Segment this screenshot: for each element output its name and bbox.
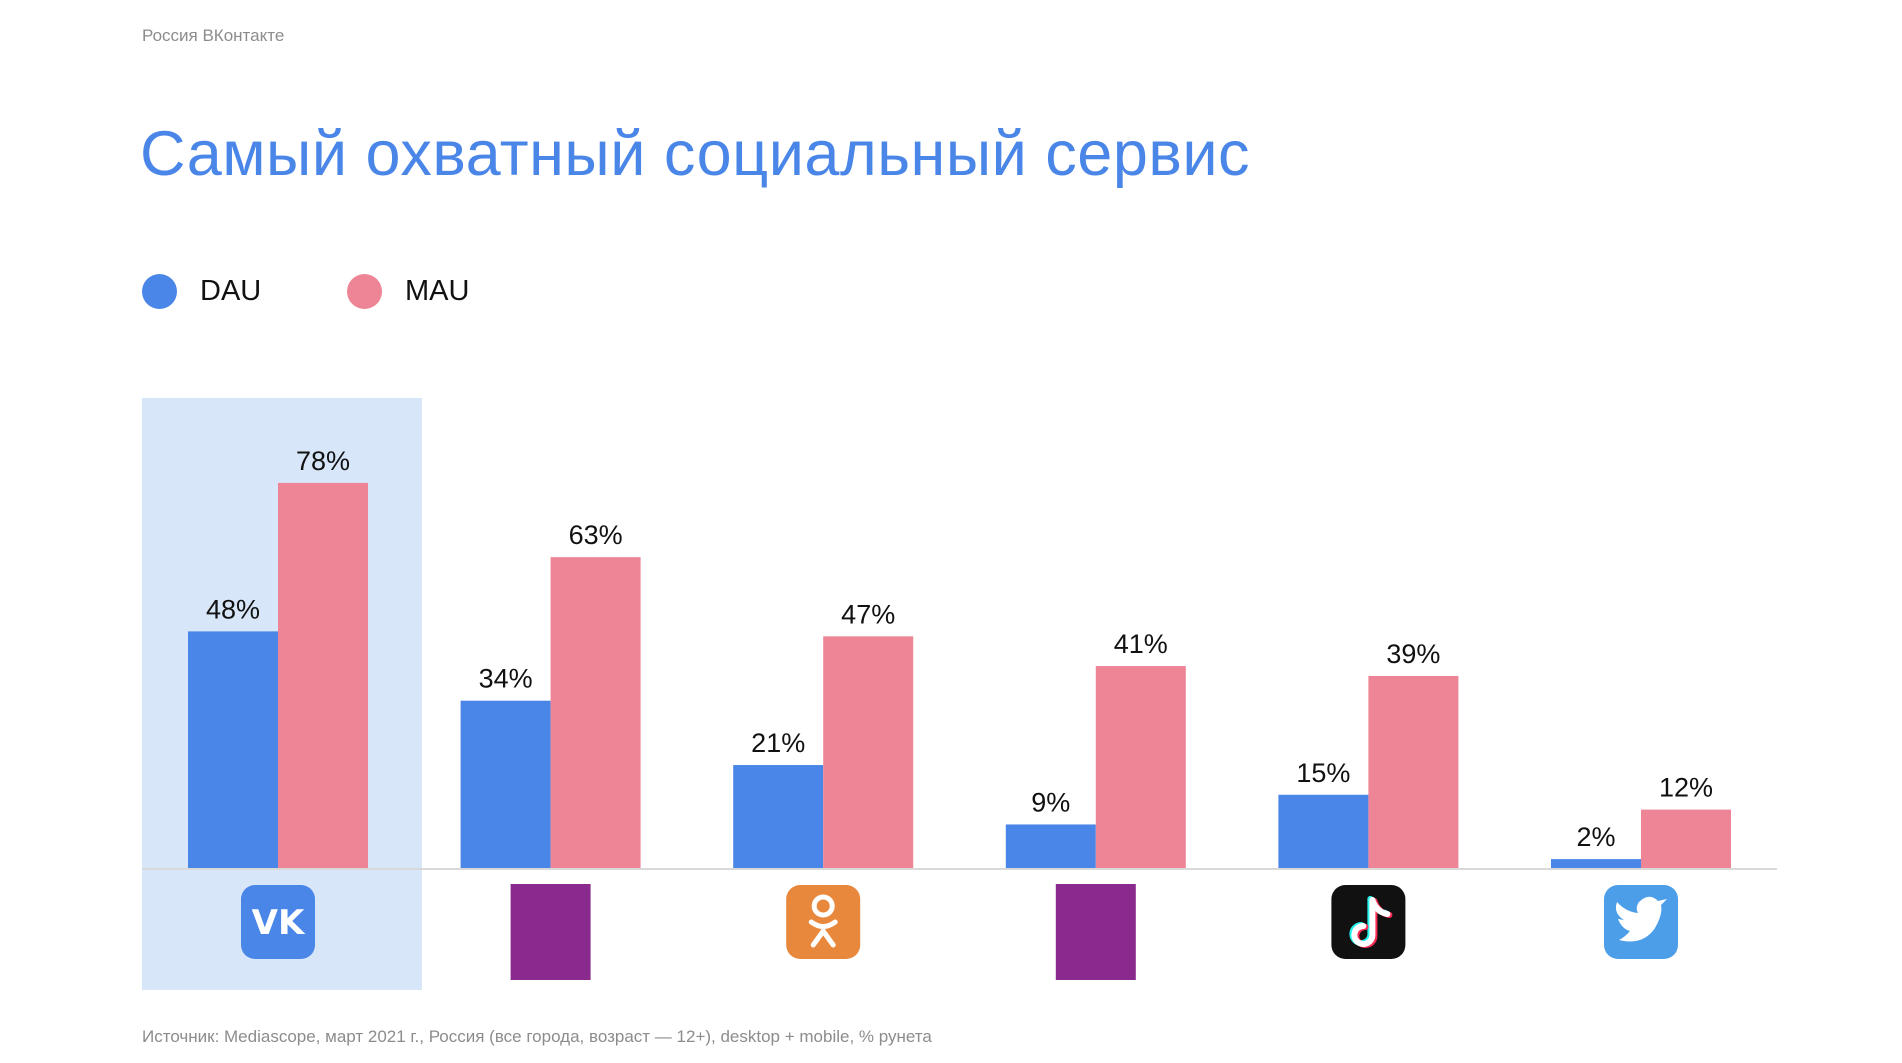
data-label-mau: 12% xyxy=(1659,773,1713,803)
source-note: Источник: Mediascope, март 2021 г., Росс… xyxy=(142,1027,932,1046)
bar-mau xyxy=(278,482,368,869)
data-label-mau: 63% xyxy=(569,520,623,550)
bar-dau xyxy=(188,631,278,869)
data-label-mau: 41% xyxy=(1114,629,1168,659)
bar-mau xyxy=(1641,809,1731,869)
bar-mau xyxy=(1368,675,1459,869)
legend-label-mau: MAU xyxy=(405,275,470,307)
twitter-icon xyxy=(1604,885,1678,959)
bar-group: 2% 12% xyxy=(1551,773,1731,869)
page-title: Самый охватный социальный сервис xyxy=(140,119,1251,189)
bar-group: 48% 78% xyxy=(188,446,368,869)
legend-item-dau: DAU xyxy=(142,274,261,309)
bar-dau xyxy=(1278,794,1369,869)
bar-mau xyxy=(823,636,914,869)
instagram-placeholder-icon xyxy=(1055,884,1136,980)
legend-label-dau: DAU xyxy=(200,275,262,307)
bar-group: 21% 47% xyxy=(733,599,914,869)
data-label-dau: 48% xyxy=(206,594,260,624)
legend-swatch-mau xyxy=(347,274,382,309)
odnoklassniki-icon xyxy=(786,885,861,959)
bar-dau xyxy=(460,700,551,869)
data-label-dau: 34% xyxy=(479,664,533,694)
vk-icon: VK xyxy=(241,885,315,959)
bar-mau xyxy=(550,557,641,869)
legend-swatch-dau xyxy=(142,274,177,309)
org-label: Россия ВКонтакте xyxy=(142,26,285,45)
bar-group: 34% 63% xyxy=(460,520,641,869)
bar-dau xyxy=(733,765,824,869)
instagram-placeholder-icon xyxy=(510,884,591,980)
bar-chart: 48% 78% 34% 63% 21% 47% 9% 41% 15% 39% 2% 12% VK xyxy=(142,398,1777,990)
legend-item-mau: MAU xyxy=(347,274,469,309)
bar-mau xyxy=(1095,666,1186,869)
data-label-dau: 21% xyxy=(751,728,805,758)
data-label-dau: 2% xyxy=(1576,822,1615,852)
data-label-mau: 47% xyxy=(841,599,895,629)
svg-text:VK: VK xyxy=(252,903,306,943)
data-label-dau: 15% xyxy=(1296,758,1350,788)
bar-group: 15% 39% xyxy=(1278,639,1459,869)
data-label-dau: 9% xyxy=(1031,787,1070,817)
bar-dau xyxy=(1005,824,1096,869)
bar-dau xyxy=(1551,859,1641,869)
tiktok-icon xyxy=(1331,885,1406,959)
bar-group: 9% 41% xyxy=(1005,629,1186,869)
data-label-mau: 78% xyxy=(296,446,350,476)
data-label-mau: 39% xyxy=(1386,639,1440,669)
